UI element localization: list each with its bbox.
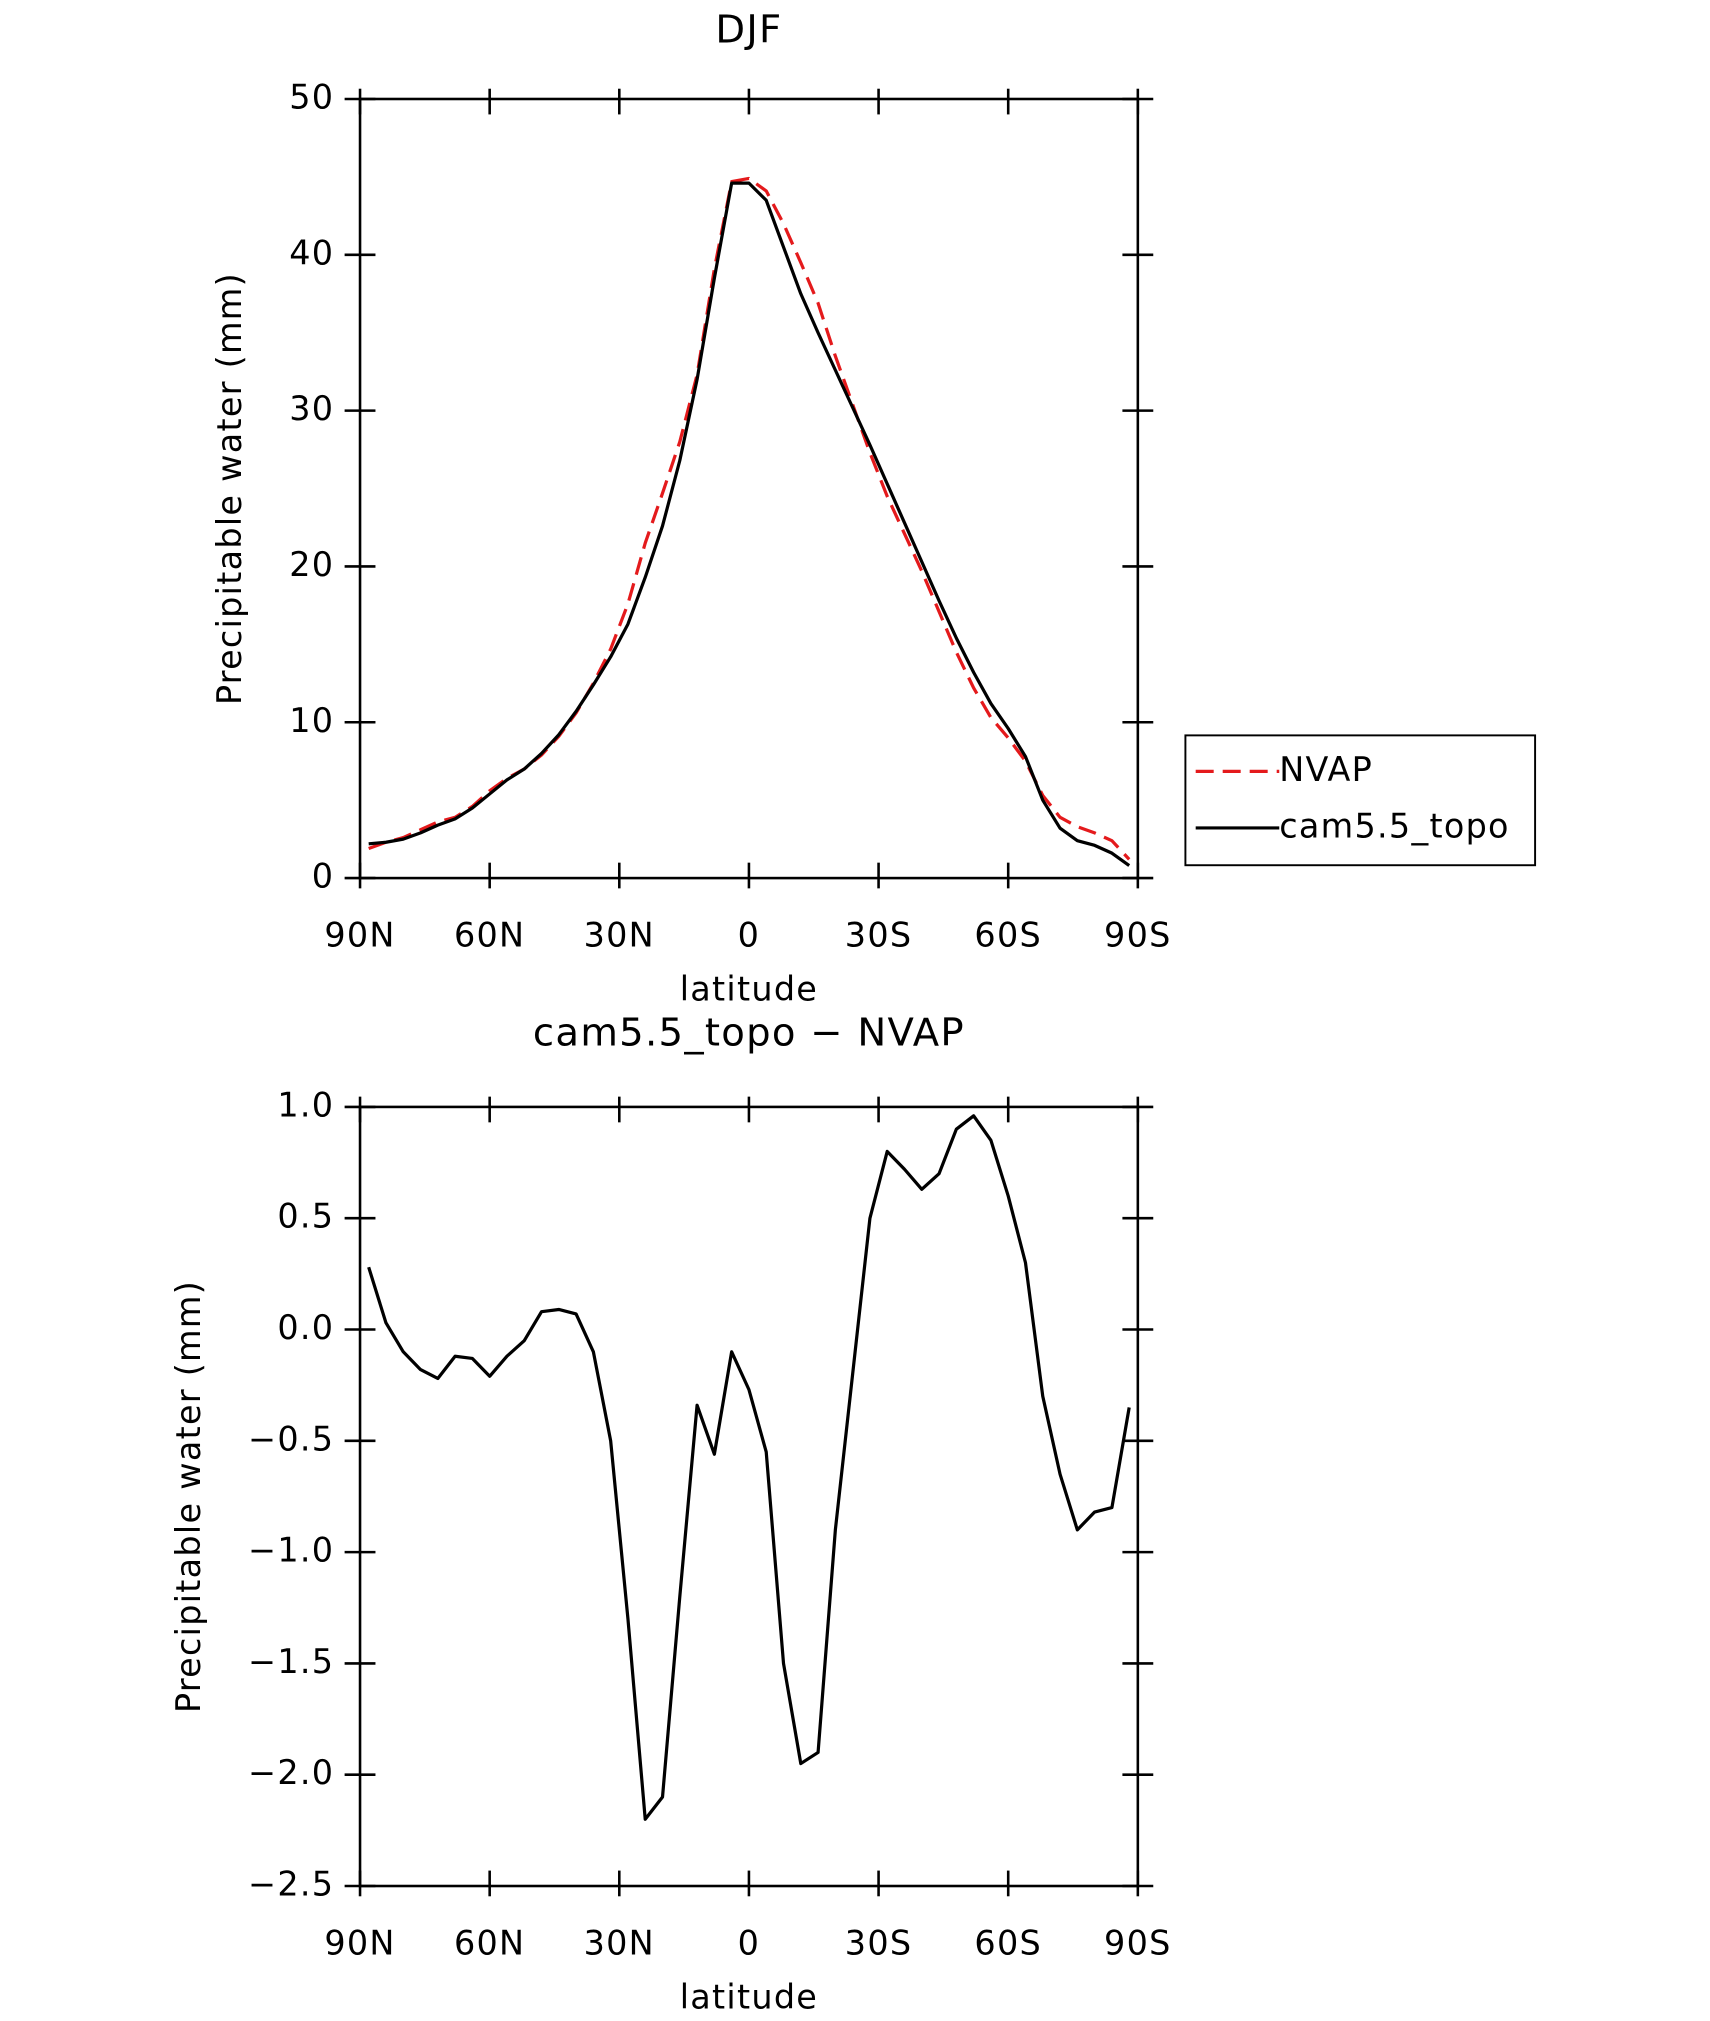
- series-line: [368, 176, 1131, 861]
- x-tick-label: 60N: [454, 916, 525, 955]
- y-tick-label: −1.0: [248, 1531, 334, 1570]
- y-tick-label: 0: [312, 857, 335, 896]
- x-tick-label: 30N: [584, 1924, 655, 1963]
- y-tick-label: 40: [289, 233, 334, 272]
- x-tick-label: 90N: [324, 916, 395, 955]
- x-tick-label: 60S: [974, 916, 1042, 955]
- series-line: [367, 1114, 1131, 1821]
- y-tick-label: 0.0: [277, 1308, 334, 1347]
- y-tick-label: 20: [289, 545, 334, 584]
- series-line: [368, 181, 1131, 867]
- x-tick-label: 30S: [845, 916, 913, 955]
- chart-title: cam5.5_topo − NVAP: [533, 1010, 965, 1055]
- y-tick-label: −0.5: [248, 1419, 334, 1458]
- y-axis-label: Precipitable water (mm): [169, 1280, 208, 1713]
- y-axis-label: Precipitable water (mm): [210, 272, 249, 705]
- x-tick-label: 90S: [1104, 1924, 1172, 1963]
- x-tick-label: 60N: [454, 1924, 525, 1963]
- y-tick-label: −2.5: [248, 1865, 334, 1904]
- legend-label: cam5.5_topo: [1279, 806, 1510, 845]
- plot-frame: [358, 1105, 1140, 1888]
- legend-box: [1184, 734, 1537, 867]
- x-tick-label: 60S: [974, 1924, 1042, 1963]
- x-tick-label: 30S: [845, 1924, 913, 1963]
- x-tick-label: 0: [738, 1924, 761, 1963]
- y-tick-label: 0.5: [277, 1197, 334, 1236]
- x-tick-label: 0: [738, 916, 761, 955]
- y-tick-label: 10: [289, 701, 334, 740]
- y-tick-label: −2.0: [248, 1753, 334, 1792]
- x-tick-label: 90S: [1104, 916, 1172, 955]
- x-axis-label: latitude: [680, 970, 818, 1009]
- y-tick-label: 50: [289, 77, 334, 116]
- x-axis-label: latitude: [680, 1978, 818, 2017]
- y-tick-label: −1.5: [248, 1642, 334, 1681]
- chart-title: DJF: [715, 8, 782, 53]
- x-tick-label: 90N: [324, 1924, 395, 1963]
- y-tick-label: 1.0: [277, 1085, 334, 1124]
- x-tick-label: 30N: [584, 916, 655, 955]
- legend-label: NVAP: [1279, 750, 1373, 789]
- y-tick-label: 30: [289, 389, 334, 428]
- plot-frame: [358, 97, 1140, 880]
